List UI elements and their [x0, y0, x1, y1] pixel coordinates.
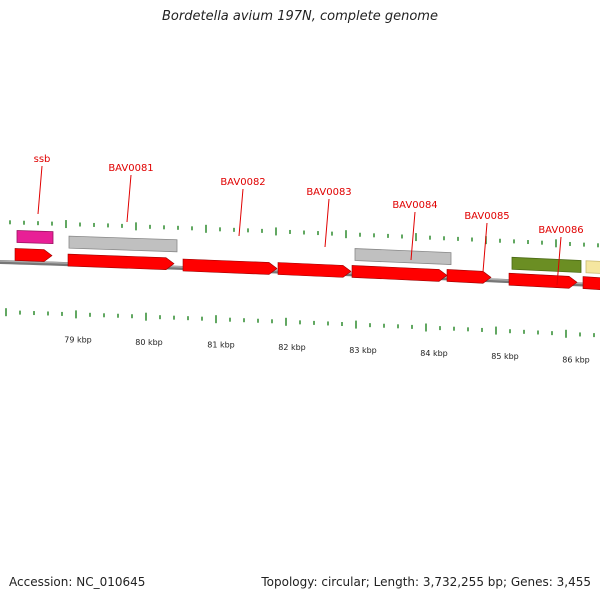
gene-label-7: BAV0086 [538, 225, 583, 236]
cds-arrow-bav0083 [277, 262, 352, 278]
gene-box-next [585, 260, 600, 274]
cds-arrow-bav0085 [446, 269, 492, 284]
features-layer [14, 230, 600, 290]
map-title: Bordetella avium 197N, complete genome [162, 9, 438, 24]
gene-box-ssb [16, 230, 54, 245]
cds-arrow-bav0081 [67, 253, 175, 270]
scale-label-7: 85 kbp [491, 352, 519, 361]
gene-box-bav0084 [354, 248, 452, 265]
scale-label-1: 79 kbp [64, 335, 92, 344]
cds-arrow-ssb [14, 248, 53, 262]
cds-arrow-bav0082 [182, 258, 278, 275]
gene-box-bav0086 [511, 256, 582, 273]
gene-box-bav0081 [68, 235, 178, 253]
leader-line-7 [556, 236, 562, 286]
gene-label-6: BAV0085 [464, 211, 509, 222]
leader-line-1 [37, 165, 43, 215]
scale-label-5: 83 kbp [349, 346, 377, 355]
leader-line-3 [238, 188, 244, 237]
scale-label-6: 84 kbp [420, 349, 448, 358]
labels-layer: 79 kbp 80 kbp 81 kbp 82 kbp 83 kbp 84 kbp 85 k… [34, 154, 590, 364]
scale-label-2: 80 kbp [135, 338, 163, 347]
scale-label-4: 82 kbp [278, 343, 306, 352]
cds-arrow-next [582, 276, 600, 290]
gene-label-5: BAV0084 [392, 200, 437, 211]
leader-line-4 [324, 198, 330, 248]
accession-text: Accession: NC_010645 [9, 575, 146, 589]
gene-label-2: BAV0081 [108, 163, 153, 174]
cds-arrow-bav0084 [351, 265, 448, 282]
gene-label-3: BAV0082 [220, 177, 265, 188]
cds-arrow-bav0086 [508, 272, 578, 289]
leader-line-2 [126, 174, 132, 223]
scale-label-3: 81 kbp [207, 340, 235, 349]
gene-label-4: BAV0083 [306, 187, 351, 198]
leader-line-5 [410, 211, 416, 261]
leader-line-6 [482, 222, 488, 273]
genome-summary-text: Topology: circular; Length: 3,732,255 bp… [261, 575, 591, 589]
gene-label-1: ssb [34, 154, 51, 165]
scale-label-8: 86 kbp [562, 355, 590, 364]
